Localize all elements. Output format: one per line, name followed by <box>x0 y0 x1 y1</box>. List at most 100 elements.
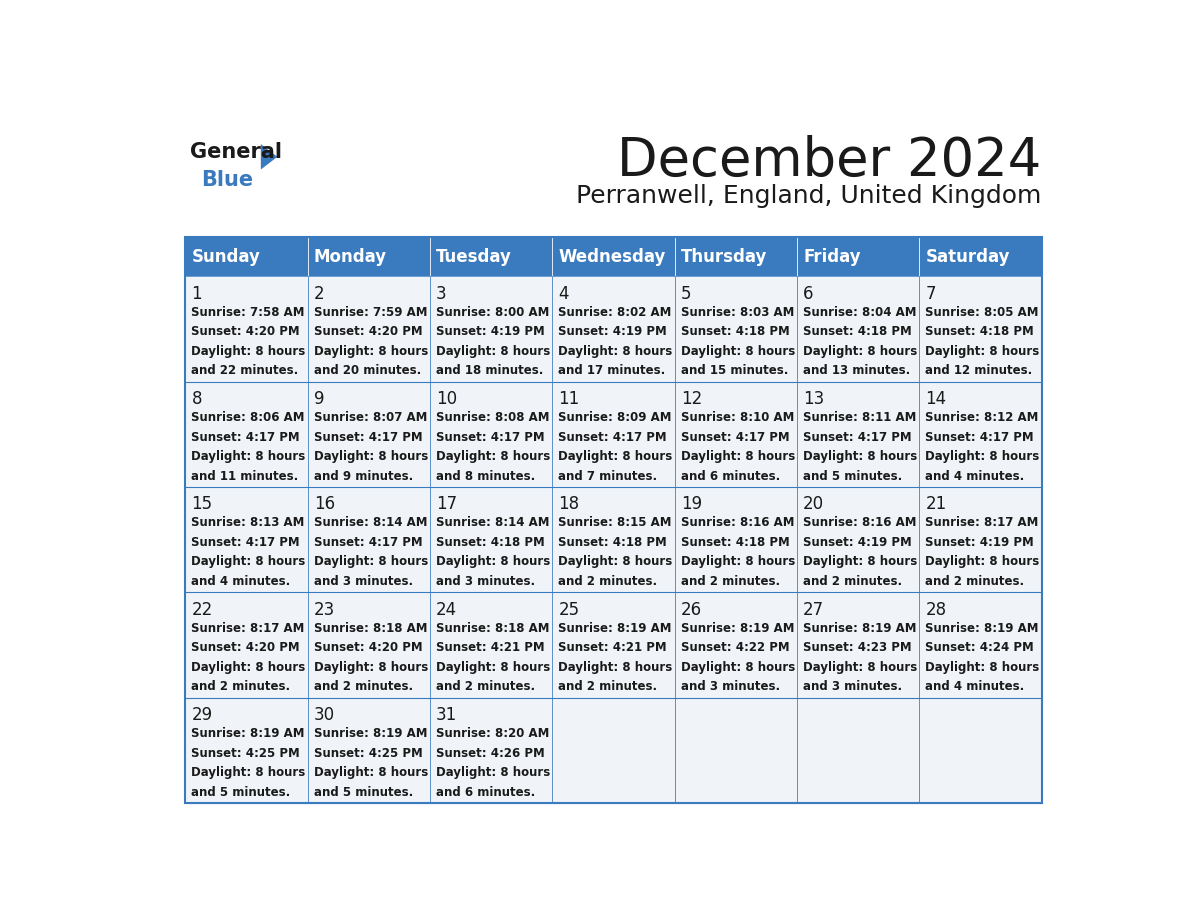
Text: and 2 minutes.: and 2 minutes. <box>436 680 536 693</box>
Text: Sunrise: 8:15 AM: Sunrise: 8:15 AM <box>558 517 672 530</box>
Text: 20: 20 <box>803 496 824 513</box>
Text: 28: 28 <box>925 600 947 619</box>
Text: Sunset: 4:18 PM: Sunset: 4:18 PM <box>681 325 790 338</box>
Text: Sunset: 4:17 PM: Sunset: 4:17 PM <box>558 431 666 443</box>
Bar <box>797 238 920 276</box>
Bar <box>920 487 1042 592</box>
Text: and 3 minutes.: and 3 minutes. <box>436 575 536 588</box>
Text: 6: 6 <box>803 285 814 303</box>
Text: Sunrise: 7:59 AM: Sunrise: 7:59 AM <box>314 306 428 319</box>
Text: and 2 minutes.: and 2 minutes. <box>558 680 657 693</box>
Text: Wednesday: Wednesday <box>558 248 665 266</box>
Text: Daylight: 8 hours: Daylight: 8 hours <box>925 555 1040 568</box>
Text: Sunset: 4:20 PM: Sunset: 4:20 PM <box>314 325 423 338</box>
Bar <box>552 276 675 382</box>
Bar <box>185 238 1042 803</box>
Text: Sunrise: 7:58 AM: Sunrise: 7:58 AM <box>191 306 305 319</box>
Text: Sunset: 4:20 PM: Sunset: 4:20 PM <box>191 641 301 655</box>
Text: Daylight: 8 hours: Daylight: 8 hours <box>191 766 305 779</box>
Text: and 5 minutes.: and 5 minutes. <box>191 786 291 799</box>
Bar <box>185 592 308 698</box>
Text: Saturday: Saturday <box>925 248 1010 266</box>
Text: Sunset: 4:19 PM: Sunset: 4:19 PM <box>436 325 545 338</box>
Text: 3: 3 <box>436 285 447 303</box>
Text: Sunrise: 8:08 AM: Sunrise: 8:08 AM <box>436 411 550 424</box>
Text: 19: 19 <box>681 496 702 513</box>
Text: Daylight: 8 hours: Daylight: 8 hours <box>191 345 305 358</box>
Text: and 8 minutes.: and 8 minutes. <box>436 469 536 483</box>
Text: and 4 minutes.: and 4 minutes. <box>925 680 1024 693</box>
Text: Daylight: 8 hours: Daylight: 8 hours <box>314 661 428 674</box>
Text: Daylight: 8 hours: Daylight: 8 hours <box>436 345 550 358</box>
Text: Sunset: 4:17 PM: Sunset: 4:17 PM <box>191 536 301 549</box>
Text: and 2 minutes.: and 2 minutes. <box>314 680 413 693</box>
Text: and 20 minutes.: and 20 minutes. <box>314 364 421 377</box>
Text: Daylight: 8 hours: Daylight: 8 hours <box>803 661 917 674</box>
Text: Sunset: 4:17 PM: Sunset: 4:17 PM <box>925 431 1034 443</box>
Text: and 4 minutes.: and 4 minutes. <box>925 469 1024 483</box>
Bar <box>430 592 552 698</box>
Text: Sunrise: 8:06 AM: Sunrise: 8:06 AM <box>191 411 305 424</box>
Text: Sunset: 4:22 PM: Sunset: 4:22 PM <box>681 641 789 655</box>
Text: Daylight: 8 hours: Daylight: 8 hours <box>558 555 672 568</box>
Text: Sunrise: 8:10 AM: Sunrise: 8:10 AM <box>681 411 794 424</box>
Bar <box>797 382 920 487</box>
Text: Sunset: 4:19 PM: Sunset: 4:19 PM <box>558 325 668 338</box>
Text: Daylight: 8 hours: Daylight: 8 hours <box>436 661 550 674</box>
Bar <box>308 276 430 382</box>
Text: and 3 minutes.: and 3 minutes. <box>803 680 902 693</box>
Text: 7: 7 <box>925 285 936 303</box>
Text: Daylight: 8 hours: Daylight: 8 hours <box>681 661 795 674</box>
Bar <box>675 487 797 592</box>
Text: Sunset: 4:17 PM: Sunset: 4:17 PM <box>681 431 789 443</box>
Text: 25: 25 <box>558 600 580 619</box>
Text: Sunset: 4:25 PM: Sunset: 4:25 PM <box>314 746 423 759</box>
Text: Sunrise: 8:14 AM: Sunrise: 8:14 AM <box>314 517 428 530</box>
Bar <box>430 276 552 382</box>
Text: Daylight: 8 hours: Daylight: 8 hours <box>803 555 917 568</box>
Text: and 18 minutes.: and 18 minutes. <box>436 364 543 377</box>
Text: Sunset: 4:18 PM: Sunset: 4:18 PM <box>681 536 790 549</box>
Text: Daylight: 8 hours: Daylight: 8 hours <box>925 661 1040 674</box>
Text: and 22 minutes.: and 22 minutes. <box>191 364 298 377</box>
Bar <box>308 592 430 698</box>
Bar <box>920 238 1042 276</box>
Bar <box>675 592 797 698</box>
Text: and 13 minutes.: and 13 minutes. <box>803 364 910 377</box>
Text: 11: 11 <box>558 390 580 408</box>
Text: and 6 minutes.: and 6 minutes. <box>681 469 781 483</box>
Text: and 2 minutes.: and 2 minutes. <box>925 575 1024 588</box>
Bar <box>797 698 920 803</box>
Text: and 2 minutes.: and 2 minutes. <box>803 575 902 588</box>
Text: Sunset: 4:17 PM: Sunset: 4:17 PM <box>314 431 423 443</box>
Text: Sunset: 4:18 PM: Sunset: 4:18 PM <box>558 536 668 549</box>
Text: Daylight: 8 hours: Daylight: 8 hours <box>681 555 795 568</box>
Text: Sunset: 4:20 PM: Sunset: 4:20 PM <box>191 325 301 338</box>
Text: 2: 2 <box>314 285 324 303</box>
Text: Sunrise: 8:20 AM: Sunrise: 8:20 AM <box>436 727 550 740</box>
Bar <box>185 382 308 487</box>
Text: Sunset: 4:25 PM: Sunset: 4:25 PM <box>191 746 301 759</box>
Text: Sunrise: 8:19 AM: Sunrise: 8:19 AM <box>314 727 428 740</box>
Text: Sunrise: 8:18 AM: Sunrise: 8:18 AM <box>314 621 428 634</box>
Text: Daylight: 8 hours: Daylight: 8 hours <box>436 766 550 779</box>
Text: Daylight: 8 hours: Daylight: 8 hours <box>558 661 672 674</box>
Text: 18: 18 <box>558 496 580 513</box>
Bar <box>675 238 797 276</box>
Text: Sunrise: 8:12 AM: Sunrise: 8:12 AM <box>925 411 1038 424</box>
Text: 8: 8 <box>191 390 202 408</box>
Text: Sunrise: 8:19 AM: Sunrise: 8:19 AM <box>681 621 795 634</box>
Text: Daylight: 8 hours: Daylight: 8 hours <box>558 450 672 463</box>
Bar <box>185 238 308 276</box>
Text: 12: 12 <box>681 390 702 408</box>
Text: Sunrise: 8:02 AM: Sunrise: 8:02 AM <box>558 306 671 319</box>
Text: Daylight: 8 hours: Daylight: 8 hours <box>558 345 672 358</box>
Bar <box>675 698 797 803</box>
Text: Sunrise: 8:03 AM: Sunrise: 8:03 AM <box>681 306 794 319</box>
Bar <box>185 698 308 803</box>
Text: Daylight: 8 hours: Daylight: 8 hours <box>925 345 1040 358</box>
Text: Sunset: 4:18 PM: Sunset: 4:18 PM <box>803 325 912 338</box>
Text: Daylight: 8 hours: Daylight: 8 hours <box>314 766 428 779</box>
Text: Sunset: 4:19 PM: Sunset: 4:19 PM <box>925 536 1034 549</box>
Bar <box>308 698 430 803</box>
